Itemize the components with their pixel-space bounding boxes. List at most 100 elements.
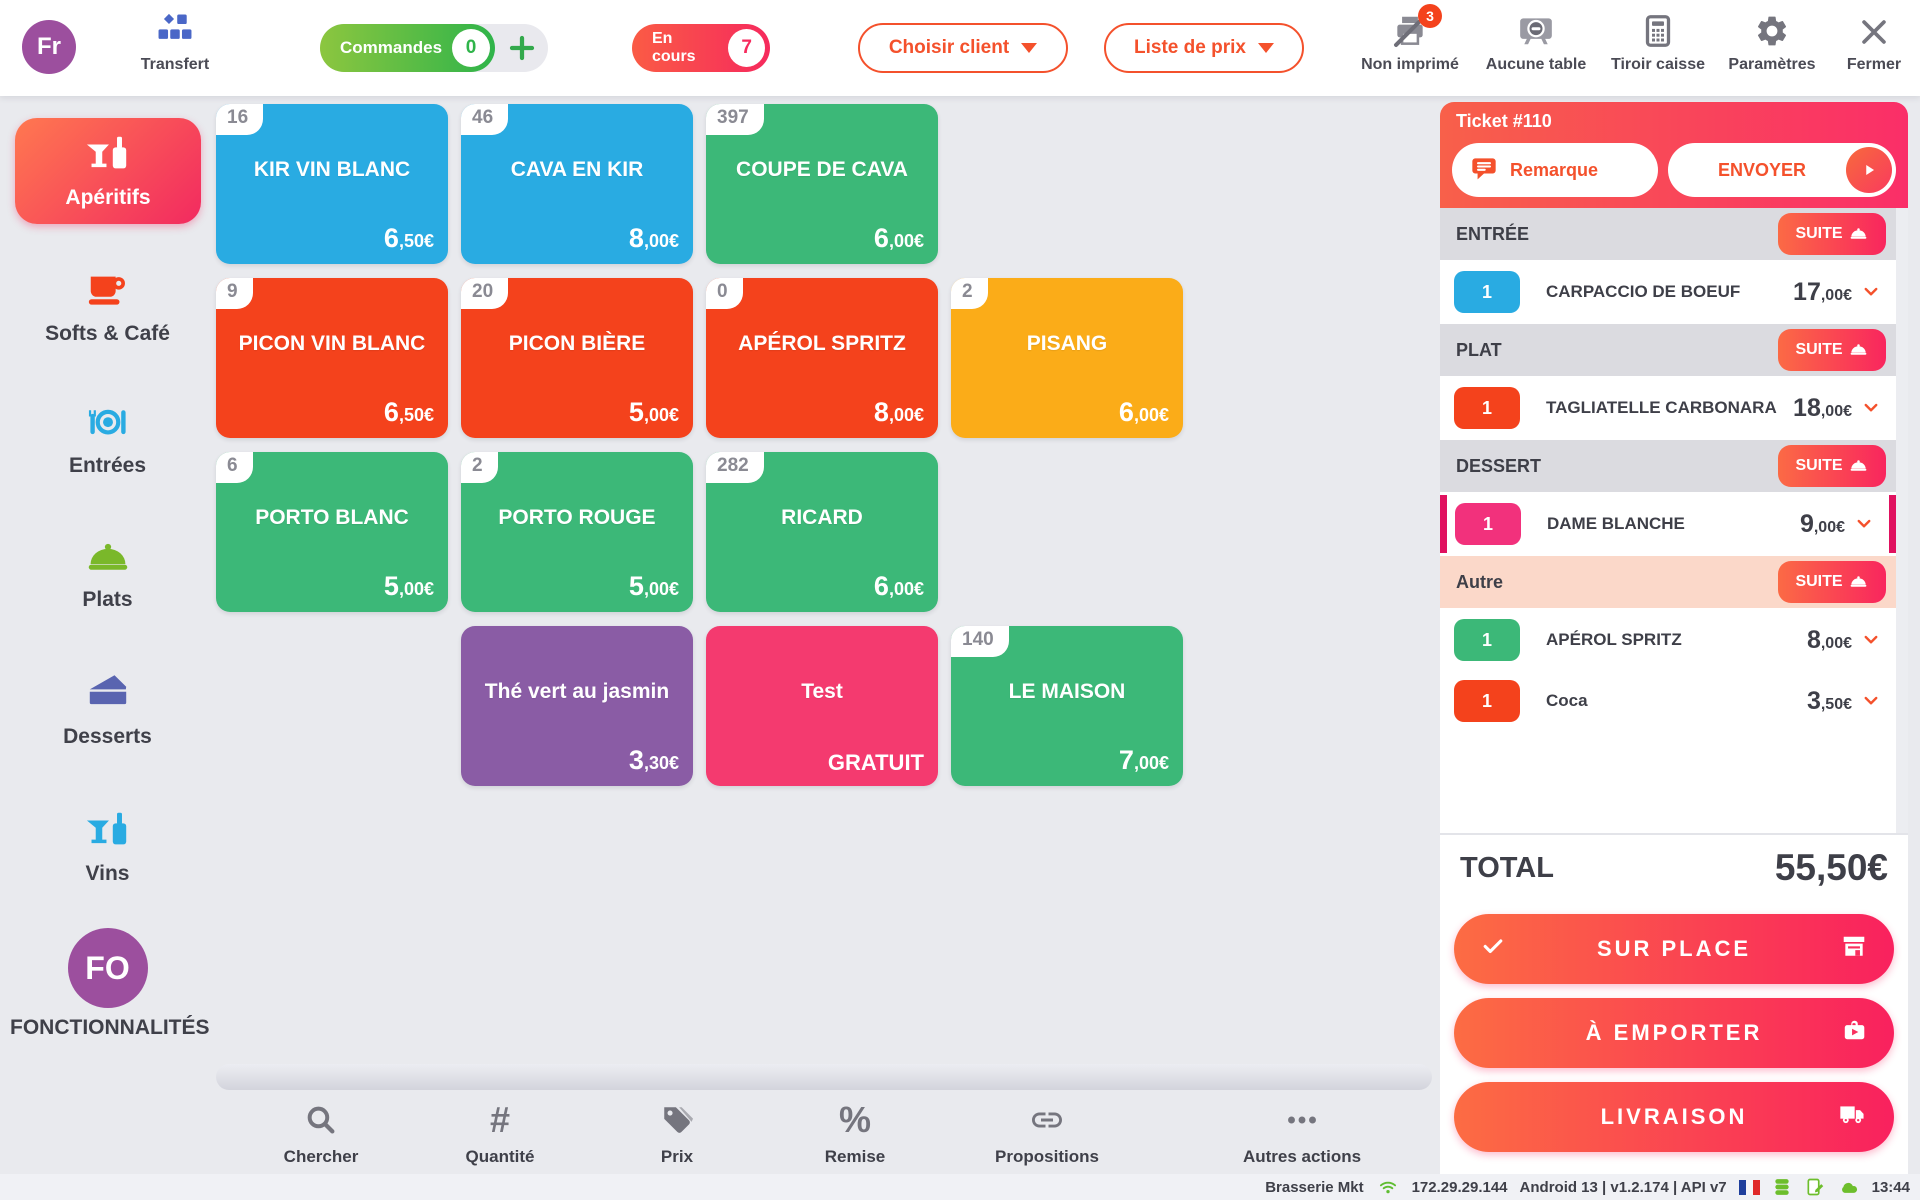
table-minus-icon xyxy=(1516,10,1556,50)
takeaway-button[interactable]: À EMPORTER xyxy=(1454,998,1894,1068)
sidebar-item-desserts[interactable]: Desserts xyxy=(0,671,215,749)
total-value: 55,50€ xyxy=(1774,847,1888,888)
percent-icon: % xyxy=(838,1099,871,1140)
item-price: 17,00€ xyxy=(1793,277,1852,306)
suite-button[interactable]: SUITE xyxy=(1778,329,1886,371)
product-tile[interactable]: 0 APÉROL SPRITZ 8,00€ xyxy=(706,278,938,438)
tile-count-badge: 2 xyxy=(461,452,498,483)
product-tile[interactable]: 46 CAVA EN KIR 8,00€ xyxy=(461,104,693,264)
chevron-down-icon[interactable] xyxy=(1860,692,1882,710)
sidebar-item-vins[interactable]: Vins xyxy=(0,808,215,886)
clock: 13:44 xyxy=(1871,1178,1910,1196)
discount-button[interactable]: % Remise xyxy=(824,1099,886,1167)
ticket-item-row[interactable]: 1 DAME BLANCHE 9,00€ xyxy=(1440,495,1896,553)
ticket-item-list: ENTRÉE SUITE xyxy=(1440,208,1908,833)
quantity-badge: 1 xyxy=(1454,680,1520,722)
product-tile[interactable]: 16 KIR VIN BLANC 6,50€ xyxy=(216,104,448,264)
cocktail-bottle-icon xyxy=(86,136,127,169)
product-price: 5,00€ xyxy=(628,397,679,427)
chevron-down-icon[interactable] xyxy=(1860,631,1882,649)
coffee-cup-icon xyxy=(88,276,125,305)
ticket-item-row[interactable]: 1 Coca 3,50€ xyxy=(1440,672,1896,730)
more-actions-button[interactable]: Autres actions xyxy=(1227,1102,1377,1167)
product-name: PICON VIN BLANC xyxy=(238,332,426,355)
link-icon xyxy=(1029,1102,1065,1138)
transfer-button[interactable]: Transfert xyxy=(110,10,240,74)
orders-control: Commandes 0 xyxy=(320,24,548,72)
product-tile[interactable]: 9 PICON VIN BLANC 6,50€ xyxy=(216,278,448,438)
choose-client-dropdown[interactable]: Choisir client xyxy=(858,23,1068,73)
ticket-scrollbar-track[interactable] xyxy=(1896,208,1908,833)
product-tile[interactable]: 140 LE MAISON 7,00€ xyxy=(951,626,1183,786)
top-bar: Fr Transfert Commandes 0 En cours 7 Choi… xyxy=(0,0,1920,96)
no-table-button[interactable]: Aucune table xyxy=(1471,10,1601,74)
close-button[interactable]: Fermer xyxy=(1809,10,1920,74)
product-tile[interactable]: 397 COUPE DE CAVA 6,00€ xyxy=(706,104,938,264)
quantity-button[interactable]: # Quantité xyxy=(465,1099,535,1167)
product-tile[interactable]: 20 PICON BIÈRE 5,00€ xyxy=(461,278,693,438)
chevron-down-icon[interactable] xyxy=(1860,399,1882,417)
product-name: PORTO ROUGE xyxy=(498,506,656,529)
user-avatar[interactable]: Fr xyxy=(22,20,76,74)
plus-icon xyxy=(509,35,534,61)
add-order-button[interactable] xyxy=(495,33,548,63)
cloche-icon xyxy=(88,543,127,570)
product-name: RICARD xyxy=(781,506,863,529)
chevron-down-icon xyxy=(1021,43,1038,53)
tile-count-badge: 20 xyxy=(461,278,509,309)
product-tile[interactable]: 282 RICARD 6,00€ xyxy=(706,452,938,612)
orders-button[interactable]: Commandes 0 xyxy=(320,24,496,72)
cake-slice-icon xyxy=(89,675,126,705)
chevron-down-icon[interactable] xyxy=(1860,283,1882,301)
tile-count-badge: 9 xyxy=(216,278,253,309)
sidebar-item-plats[interactable]: Plats xyxy=(0,536,215,612)
sidebar-item-aperitifs[interactable]: Apéritifs xyxy=(15,118,201,224)
product-price: GRATUIT xyxy=(827,750,924,775)
ticket-item-row[interactable]: 1 TAGLIATELLE CARBONARA 18,00€ xyxy=(1440,379,1896,437)
send-button[interactable]: ENVOYER xyxy=(1668,143,1896,197)
ticket-item-row[interactable]: 1 APÉROL SPRITZ 8,00€ xyxy=(1440,611,1896,669)
product-tile[interactable]: 2 PORTO ROUGE 5,00€ xyxy=(461,452,693,612)
product-name: CAVA EN KIR xyxy=(510,158,644,181)
send-play-icon xyxy=(1846,147,1892,193)
ticket-item-row[interactable]: 1 CARPACCIO DE BOEUF 17,00€ xyxy=(1440,263,1896,321)
item-price: 18,00€ xyxy=(1793,393,1852,422)
product-price: 6,00€ xyxy=(873,223,924,253)
propositions-button[interactable]: Propositions xyxy=(972,1102,1122,1167)
product-name: PISANG xyxy=(1026,332,1108,355)
not-printed-button[interactable]: 3 Non imprimé xyxy=(1345,4,1475,74)
sidebar-item-entrees[interactable]: Entrées xyxy=(0,402,215,478)
product-tile[interactable]: Thé vert au jasmin 3,30€ xyxy=(461,626,693,786)
ellipsis-icon xyxy=(1284,1102,1320,1138)
settings-button[interactable]: Paramètres xyxy=(1707,10,1837,74)
item-price: 3,50€ xyxy=(1806,686,1852,715)
section-label: PLAT xyxy=(1456,339,1502,360)
price-list-dropdown[interactable]: Liste de prix xyxy=(1104,23,1304,73)
product-tile[interactable]: 6 PORTO BLANC 5,00€ xyxy=(216,452,448,612)
in-progress-button[interactable]: En cours 7 xyxy=(632,24,770,72)
product-name: Thé vert au jasmin xyxy=(484,680,670,703)
search-button[interactable]: Chercher xyxy=(246,1102,396,1167)
ticket-section-header: ENTRÉE SUITE xyxy=(1440,208,1896,260)
cash-drawer-button[interactable]: Tiroir caisse xyxy=(1593,10,1723,74)
delivery-button[interactable]: LIVRAISON xyxy=(1454,1082,1894,1152)
grid-scrollbar[interactable] xyxy=(216,1064,1432,1090)
suite-button[interactable]: SUITE xyxy=(1778,213,1886,255)
product-name: PICON BIÈRE xyxy=(508,332,646,355)
quantity-badge: 1 xyxy=(1455,503,1521,545)
product-price: 6,50€ xyxy=(383,397,434,427)
takeaway-bag-icon xyxy=(1840,1017,1868,1049)
ticket-section-header: Autre SUITE xyxy=(1440,556,1896,608)
suite-button[interactable]: SUITE xyxy=(1778,561,1886,603)
dine-in-button[interactable]: SUR PLACE xyxy=(1454,914,1894,984)
product-tile[interactable]: 2 PISANG 6,00€ xyxy=(951,278,1183,438)
suite-button[interactable]: SUITE xyxy=(1778,445,1886,487)
sidebar-item-fonctionnalites[interactable]: FO FONCTIONNALITÉS xyxy=(0,928,215,1040)
remark-button[interactable]: Remarque xyxy=(1452,143,1658,197)
sidebar-item-softs-cafe[interactable]: Softs & Café xyxy=(0,268,215,346)
check-icon xyxy=(1480,935,1506,963)
product-tile[interactable]: Test GRATUIT xyxy=(706,626,938,786)
wifi-icon xyxy=(1379,1181,1396,1194)
chevron-down-icon[interactable] xyxy=(1853,515,1875,533)
price-button[interactable]: Prix xyxy=(602,1102,752,1167)
